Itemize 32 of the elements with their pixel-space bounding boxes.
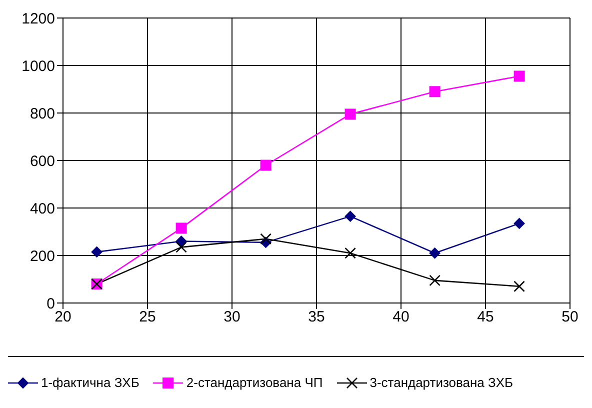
point bbox=[176, 236, 187, 247]
x-tick-label: 30 bbox=[224, 308, 240, 326]
legend-label: 3-стандартизована ЗХБ bbox=[370, 375, 514, 390]
x-tick-label: 25 bbox=[139, 308, 156, 326]
point bbox=[514, 218, 525, 229]
point bbox=[260, 233, 272, 245]
point bbox=[176, 242, 187, 253]
x-tick-label: 20 bbox=[54, 308, 72, 326]
point bbox=[344, 210, 356, 222]
y-tick-label: 1000 bbox=[22, 58, 55, 75]
y-tick-label: 200 bbox=[30, 248, 55, 265]
x-tick-label: 45 bbox=[477, 308, 494, 326]
x-tick-label: 40 bbox=[392, 308, 410, 326]
point bbox=[344, 247, 356, 259]
point bbox=[514, 280, 525, 292]
y-tick-label: 400 bbox=[30, 200, 55, 218]
x-tick-label: 50 bbox=[562, 308, 578, 326]
point bbox=[429, 248, 440, 259]
legend-label: 1-фактична ЗХБ bbox=[41, 375, 140, 390]
legend-label: 2-стандартизована ЧП bbox=[186, 375, 323, 390]
y-tick-label: 800 bbox=[30, 105, 55, 122]
point bbox=[429, 86, 440, 98]
y-tick-label: 600 bbox=[30, 152, 55, 170]
point bbox=[91, 246, 102, 258]
point bbox=[176, 222, 187, 234]
point bbox=[514, 70, 525, 82]
point bbox=[260, 160, 272, 171]
point bbox=[344, 108, 356, 120]
y-tick-label: 1200 bbox=[22, 10, 55, 28]
x-tick-label: 35 bbox=[308, 308, 325, 326]
point bbox=[429, 274, 440, 286]
y-tick-label: 0 bbox=[46, 295, 55, 312]
